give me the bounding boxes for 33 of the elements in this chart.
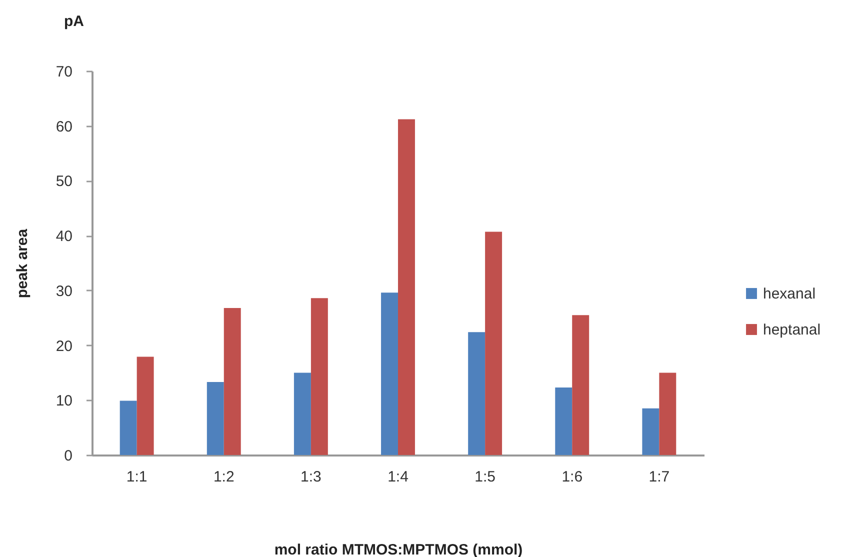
bar	[381, 292, 398, 455]
bar	[310, 298, 328, 455]
y-tick-label: 20	[56, 338, 72, 355]
y-tick-label: 70	[56, 64, 72, 80]
y-tick-label: 40	[56, 228, 72, 246]
x-tick-label: 1:4	[388, 468, 408, 486]
bar	[206, 382, 224, 455]
x-tick-label: 1:3	[300, 468, 322, 486]
legend-label: hexanal	[763, 286, 816, 302]
y-tick-label: 50	[56, 173, 72, 190]
bar	[120, 400, 137, 455]
bar	[468, 332, 486, 455]
y-axis-title: peak area	[14, 228, 31, 298]
bar	[642, 408, 660, 455]
bar	[398, 119, 415, 455]
bar	[136, 356, 154, 455]
bar	[224, 308, 241, 455]
text: pA	[64, 13, 84, 30]
x-tick-label: 1:2	[213, 468, 234, 486]
y-tick-label: 60	[56, 118, 72, 136]
bar	[659, 372, 676, 455]
x-tick-label: 1:5	[474, 468, 496, 486]
bar	[572, 315, 590, 455]
bar	[555, 388, 572, 455]
y-tick-label: 0	[64, 448, 72, 464]
bar	[485, 232, 502, 455]
x-tick-label: 1:1	[126, 468, 148, 486]
bar	[294, 372, 311, 455]
y-tick-label: 30	[56, 282, 72, 300]
x-tick-label: 1:6	[562, 468, 583, 486]
y-tick-label: 10	[56, 392, 72, 410]
x-tick-label: 1:7	[648, 468, 670, 486]
legend-label: heptanal	[763, 322, 821, 338]
